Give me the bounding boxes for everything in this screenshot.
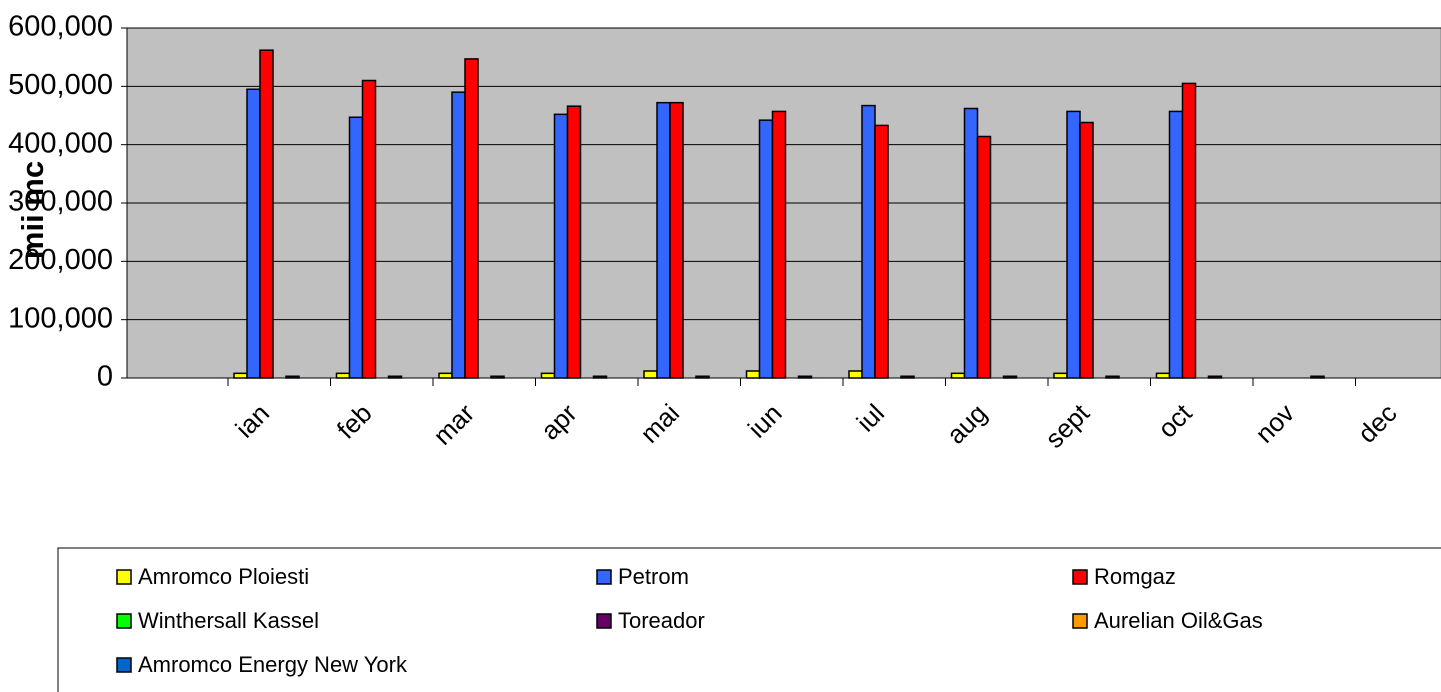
bar xyxy=(848,370,863,379)
legend-swatch xyxy=(1072,569,1088,585)
bar xyxy=(1079,121,1094,379)
legend-label: Amromco Ploiesti xyxy=(138,564,309,589)
bar xyxy=(861,104,876,379)
bar xyxy=(259,49,274,379)
bar xyxy=(285,375,300,379)
bar xyxy=(438,372,453,379)
bar xyxy=(1155,372,1171,379)
bar xyxy=(246,88,261,379)
y-axis-title: mii mc xyxy=(15,161,50,259)
bar xyxy=(540,372,556,379)
legend xyxy=(57,547,1441,692)
bar xyxy=(797,375,813,379)
legend-label: Romgaz xyxy=(1094,564,1176,589)
bar xyxy=(1207,375,1223,379)
bar xyxy=(758,119,774,379)
x-tick-label: feb xyxy=(331,398,378,445)
legend-swatch xyxy=(116,569,132,585)
y-tick-label: 400,000 xyxy=(8,127,113,159)
bar xyxy=(387,375,403,379)
bar xyxy=(900,375,915,379)
y-tick-label: 100,000 xyxy=(8,302,113,334)
bar xyxy=(233,372,248,379)
bar xyxy=(1181,82,1197,379)
legend-swatch xyxy=(1072,613,1088,629)
x-tick-label: aug xyxy=(941,398,993,450)
bar xyxy=(745,370,761,379)
bar xyxy=(566,105,582,379)
x-tick-label: mar xyxy=(427,398,480,451)
x-tick-label: iul xyxy=(850,398,890,438)
bar xyxy=(656,101,671,379)
bar xyxy=(669,101,684,379)
legend-label: Aurelian Oil&Gas xyxy=(1094,608,1263,633)
x-tick-label: ian xyxy=(229,398,275,444)
y-tick-label: 200,000 xyxy=(8,244,113,276)
x-tick-label: apr xyxy=(535,398,583,446)
legend-swatch xyxy=(596,613,612,629)
bar xyxy=(976,135,992,379)
bar xyxy=(771,110,787,379)
bar xyxy=(1168,110,1184,379)
bar xyxy=(1105,375,1120,379)
bar xyxy=(1053,372,1068,379)
y-tick-label: 300,000 xyxy=(8,186,113,218)
bar xyxy=(451,91,466,379)
x-tick-label: nov xyxy=(1249,398,1300,449)
legend-swatch xyxy=(116,657,132,673)
x-tick-label: oct xyxy=(1152,397,1198,443)
bar xyxy=(592,375,608,379)
y-tick-label: 500,000 xyxy=(8,69,113,101)
bar xyxy=(1002,375,1018,379)
y-tick-label: 600,000 xyxy=(8,11,113,43)
bar xyxy=(1066,110,1081,379)
bar xyxy=(643,370,658,379)
bar xyxy=(874,124,889,379)
bar xyxy=(335,372,351,379)
bar xyxy=(963,107,979,379)
legend-swatch xyxy=(596,569,612,585)
bar xyxy=(348,116,364,379)
bar xyxy=(490,375,505,379)
bar xyxy=(950,372,966,379)
bar xyxy=(1310,375,1325,379)
legend-swatch xyxy=(116,613,132,629)
x-tick-label: sept xyxy=(1039,397,1096,454)
legend-label: Winthersall Kassel xyxy=(138,608,319,633)
x-tick-label: iun xyxy=(742,398,788,444)
bar xyxy=(553,113,569,379)
legend-label: Amromco Energy New York xyxy=(138,652,408,677)
bar xyxy=(464,58,479,379)
y-tick-label: 0 xyxy=(97,361,113,393)
x-tick-label: dec xyxy=(1352,398,1403,449)
bar xyxy=(361,79,377,379)
bar xyxy=(695,375,710,379)
x-tick-label: mai xyxy=(634,398,685,449)
legend-label: Toreador xyxy=(618,608,705,633)
legend-label: Petrom xyxy=(618,564,689,589)
